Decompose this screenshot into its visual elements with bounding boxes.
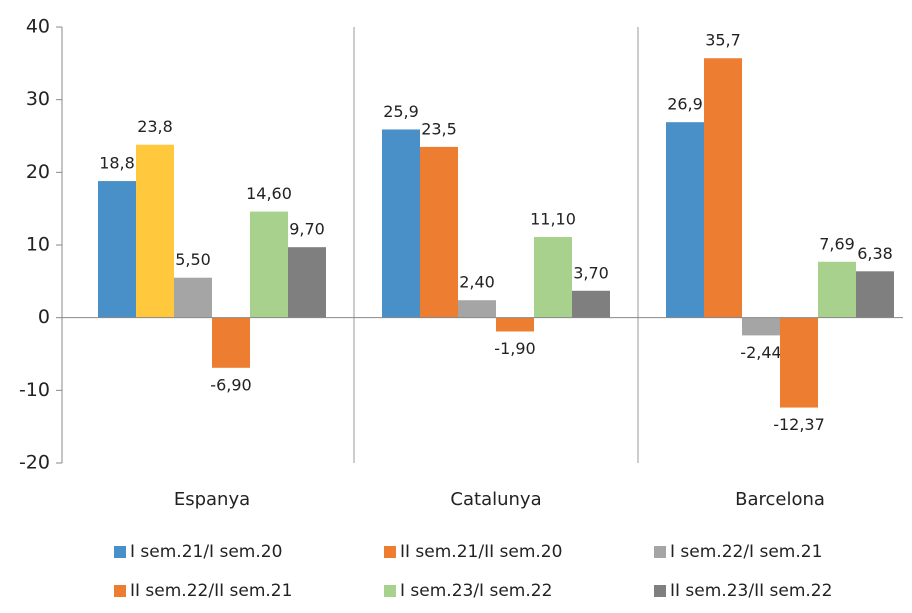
data-label: 26,9	[667, 95, 703, 114]
legend-swatch	[114, 546, 126, 558]
x-tick-label: Catalunya	[450, 489, 541, 510]
data-label: 23,8	[137, 117, 173, 136]
legend-label: II sem.21/II sem.20	[400, 542, 562, 562]
y-tick-label: -10	[19, 379, 50, 401]
bar	[136, 144, 174, 318]
y-tick-label: 40	[26, 16, 50, 38]
bar	[420, 146, 458, 318]
legend-label: I sem.21/I sem.20	[130, 542, 282, 562]
bar	[98, 181, 136, 318]
bar	[666, 122, 704, 318]
legend-label: II sem.23/II sem.22	[670, 581, 832, 601]
legend-swatch	[384, 546, 396, 558]
bar	[742, 317, 780, 336]
data-label: 14,60	[246, 184, 292, 203]
bar	[174, 277, 212, 318]
x-tick-label: Barcelona	[735, 489, 825, 510]
data-label: 6,38	[857, 244, 893, 263]
data-label: -2,44	[740, 343, 781, 362]
data-label: 7,69	[819, 234, 855, 253]
legend-swatch	[114, 585, 126, 597]
data-label: -6,90	[210, 375, 251, 394]
data-label: 35,7	[705, 31, 741, 50]
bar	[856, 271, 894, 318]
legend-label: I sem.22/I sem.21	[670, 542, 822, 562]
y-tick-label: 10	[26, 234, 50, 256]
y-tick-label: -20	[19, 452, 50, 474]
bar	[458, 300, 496, 318]
data-label: 23,5	[421, 119, 457, 138]
bar	[572, 290, 610, 318]
legend-swatch	[654, 585, 666, 597]
legend-label: I sem.23/I sem.22	[400, 581, 552, 601]
bar	[212, 317, 250, 368]
bar	[704, 58, 742, 318]
bar	[288, 247, 326, 318]
y-tick-label: 30	[26, 88, 50, 110]
data-label: 2,40	[459, 273, 495, 292]
legend-label: II sem.22/II sem.21	[130, 581, 292, 601]
bar	[780, 317, 818, 408]
bar	[250, 211, 288, 318]
y-tick-label: 20	[26, 161, 50, 183]
data-label: -12,37	[773, 415, 825, 434]
data-label: 3,70	[573, 263, 609, 282]
bar	[818, 261, 856, 318]
y-tick-label: 0	[38, 306, 50, 328]
data-label: 18,8	[99, 154, 135, 173]
data-label: -1,90	[494, 339, 535, 358]
x-tick-label: Espanya	[174, 489, 250, 510]
legend-swatch	[384, 585, 396, 597]
data-label: 11,10	[530, 210, 576, 229]
bar	[382, 129, 420, 318]
data-label: 9,70	[289, 220, 325, 239]
bar	[496, 317, 534, 332]
legend-swatch	[654, 546, 666, 558]
data-label: 5,50	[175, 250, 211, 269]
data-label: 25,9	[383, 102, 419, 121]
bar	[534, 237, 572, 318]
